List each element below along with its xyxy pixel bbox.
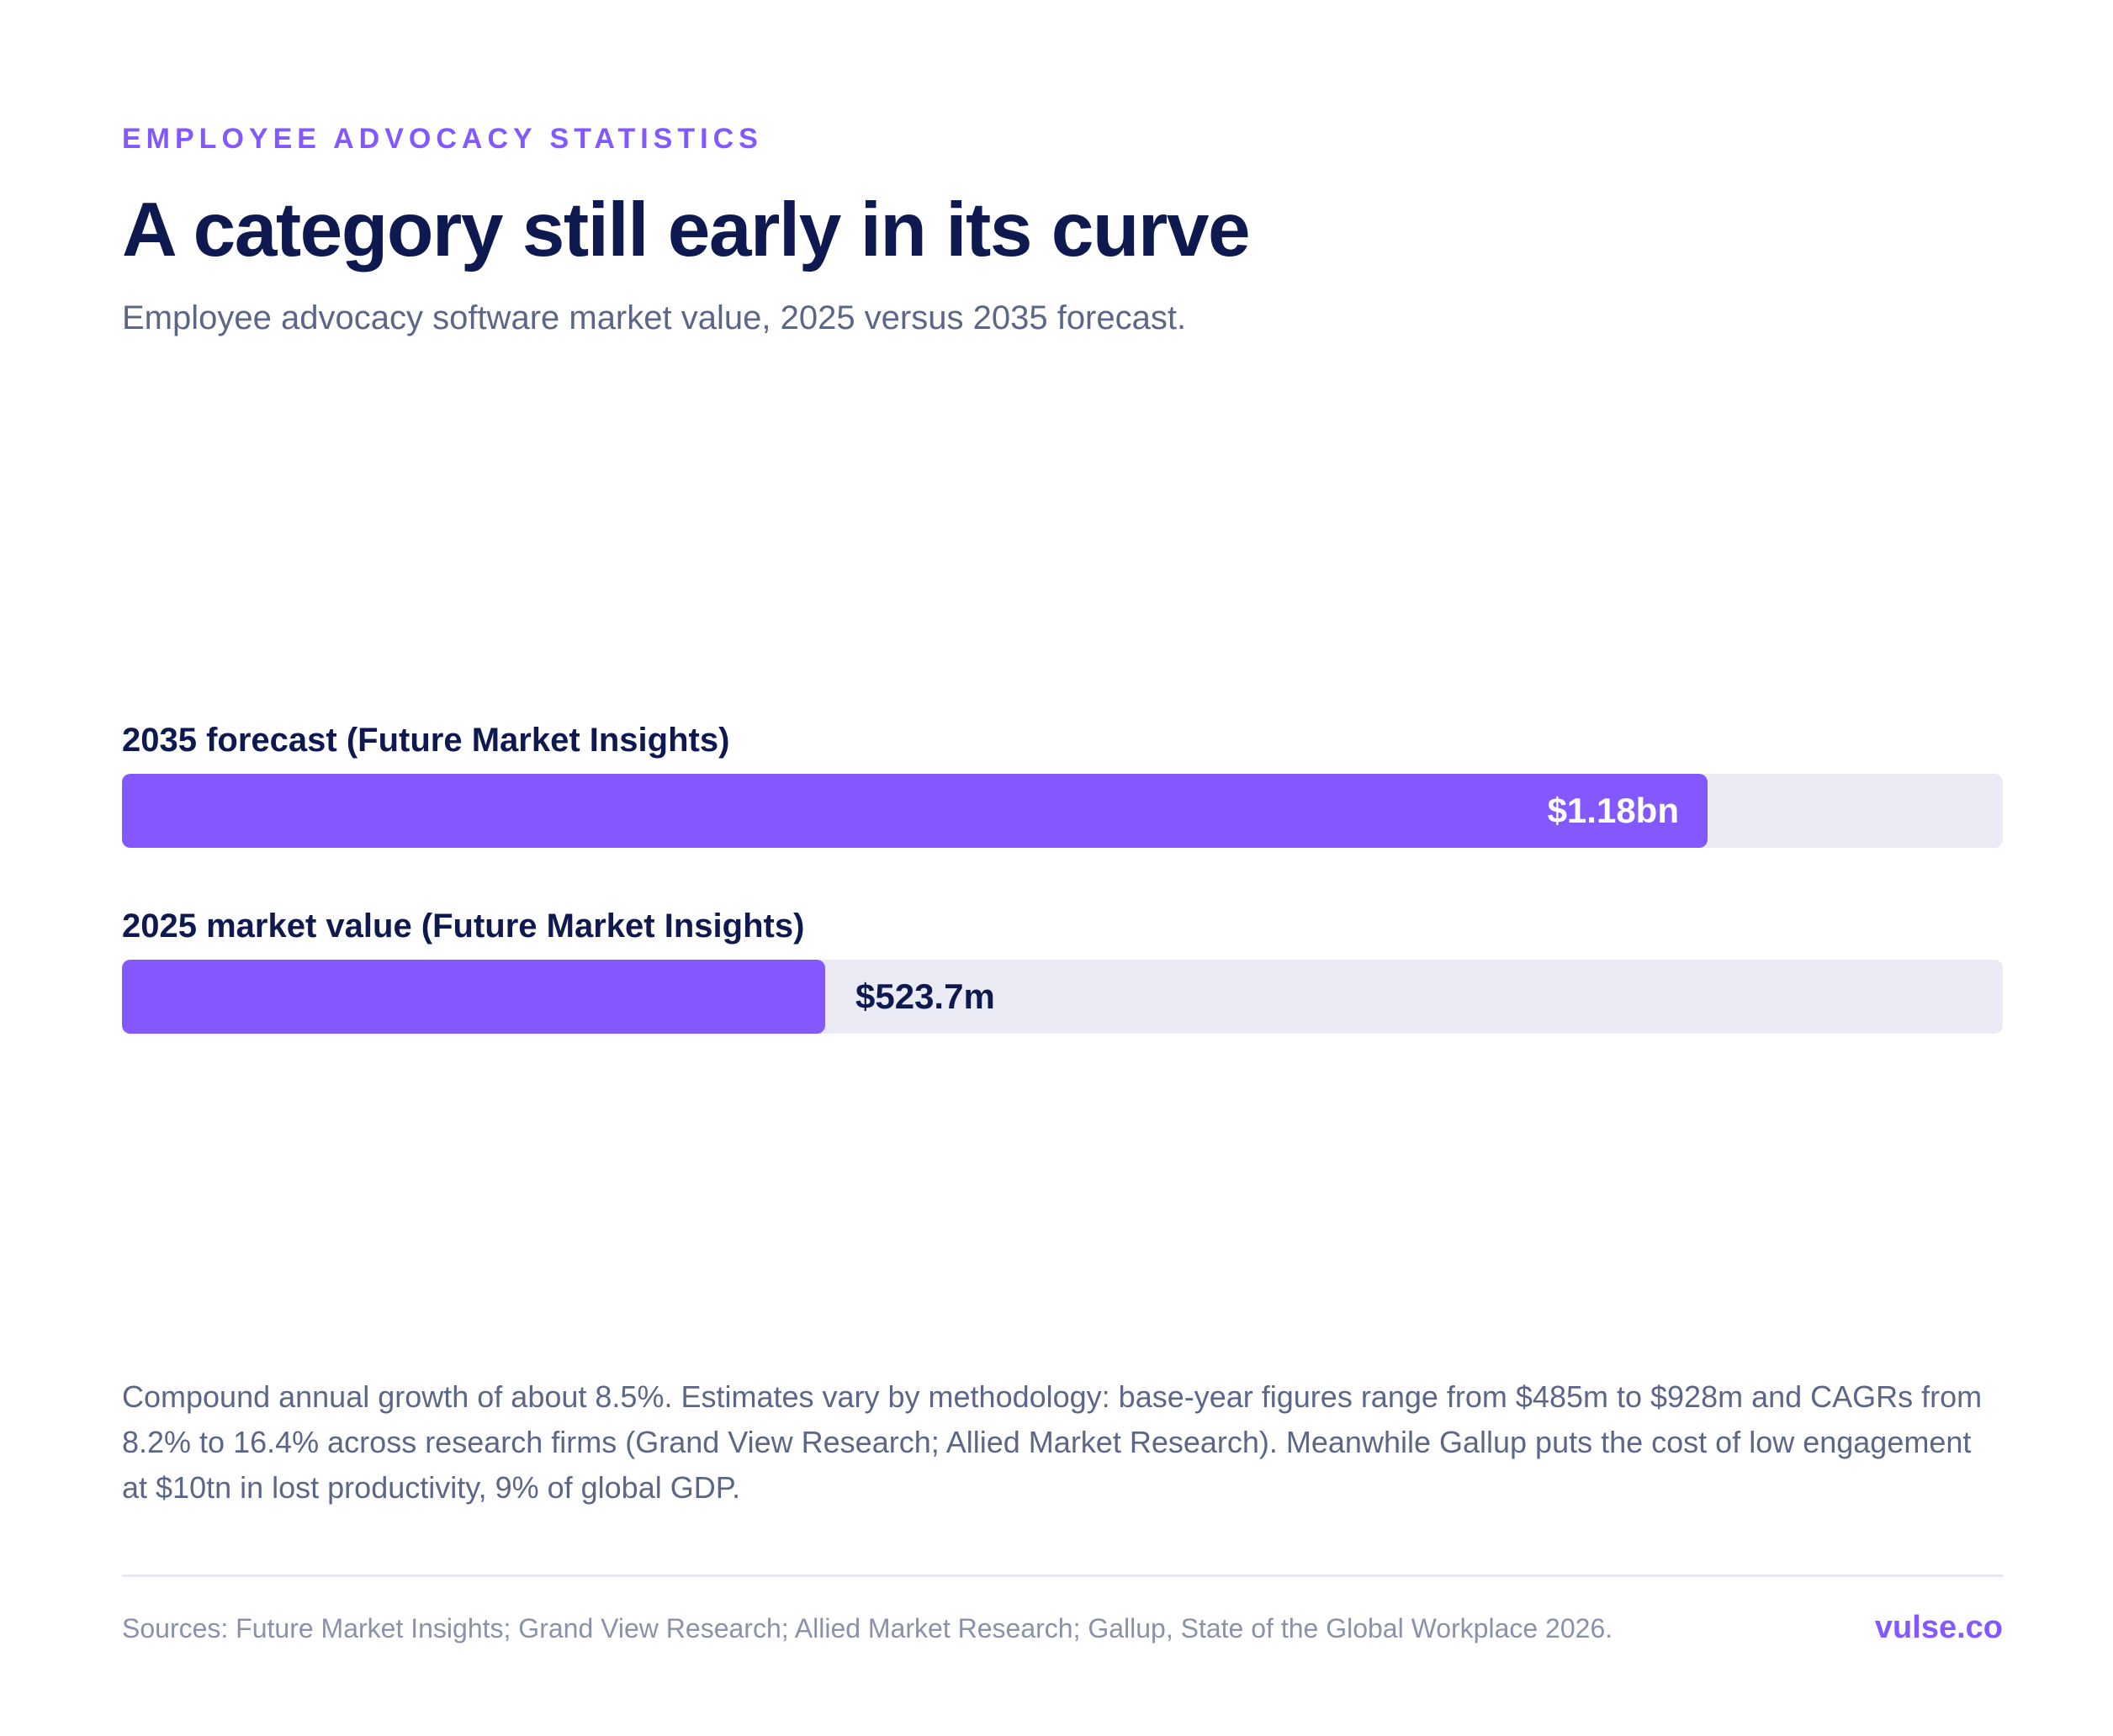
bar-track: $1.18bn bbox=[122, 774, 2003, 848]
sources-text: Sources: Future Market Insights; Grand V… bbox=[122, 1613, 1613, 1643]
brand-link[interactable]: vulse.co bbox=[1874, 1610, 2003, 1645]
footnote-text: Compound annual growth of about 8.5%. Es… bbox=[122, 1379, 1983, 1505]
bar-fill bbox=[122, 960, 825, 1034]
footer-divider bbox=[122, 1575, 2003, 1577]
bar-row-2035: 2035 forecast (Future Market Insights) $… bbox=[122, 717, 2003, 848]
bar-value-label: $523.7m bbox=[855, 977, 995, 1016]
bar-fill bbox=[122, 774, 1708, 848]
bar-category-label: 2035 forecast (Future Market Insights) bbox=[122, 722, 730, 759]
bar-row-2025: 2025 market value (Future Market Insight… bbox=[122, 902, 2003, 1034]
bar-value-label: $1.18bn bbox=[1547, 791, 1679, 830]
eyebrow-label: EMPLOYEE ADVOCACY STATISTICS bbox=[122, 123, 763, 155]
page-title: A category still early in its curve bbox=[122, 188, 1251, 273]
bar-category-label: 2025 market value (Future Market Insight… bbox=[122, 908, 805, 945]
bar-track: $523.7m bbox=[122, 960, 2003, 1034]
page-subtitle: Employee advocacy software market value,… bbox=[122, 299, 1187, 336]
